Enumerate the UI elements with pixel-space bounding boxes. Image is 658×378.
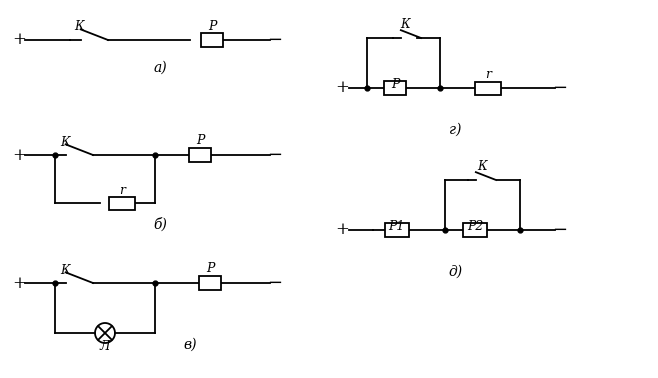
Bar	[109, 197, 135, 209]
Text: +: +	[335, 79, 349, 96]
Text: Р2: Р2	[467, 220, 483, 232]
Text: −: −	[553, 221, 568, 239]
Text: r: r	[119, 183, 125, 197]
Text: −: −	[267, 274, 282, 292]
Bar	[385, 223, 409, 237]
Text: +: +	[335, 222, 349, 239]
Text: −: −	[267, 146, 282, 164]
Bar	[189, 148, 211, 162]
Text: К: К	[400, 19, 410, 31]
Text: Л: Л	[100, 341, 110, 353]
Bar	[384, 81, 406, 95]
Text: г): г)	[449, 123, 461, 137]
Text: +: +	[12, 147, 26, 164]
Text: +: +	[12, 274, 26, 291]
Text: К: К	[60, 263, 70, 276]
Bar	[201, 33, 223, 47]
Text: Р: Р	[391, 77, 399, 90]
Text: −: −	[553, 79, 568, 97]
Text: в): в)	[183, 338, 197, 352]
Text: Р: Р	[206, 262, 215, 276]
Text: а): а)	[153, 61, 167, 75]
Text: К: К	[60, 135, 70, 149]
Text: r: r	[485, 68, 491, 82]
Text: −: −	[267, 31, 282, 49]
Text: Р: Р	[208, 20, 216, 33]
Text: Р: Р	[196, 135, 204, 147]
Bar	[475, 82, 501, 94]
Text: Р1: Р1	[388, 220, 404, 232]
Bar	[199, 276, 221, 290]
Text: К: К	[74, 20, 84, 34]
Text: б): б)	[153, 218, 167, 232]
Text: д): д)	[448, 265, 462, 279]
Text: +: +	[12, 31, 26, 48]
Text: К: К	[477, 160, 487, 172]
Bar	[463, 223, 487, 237]
